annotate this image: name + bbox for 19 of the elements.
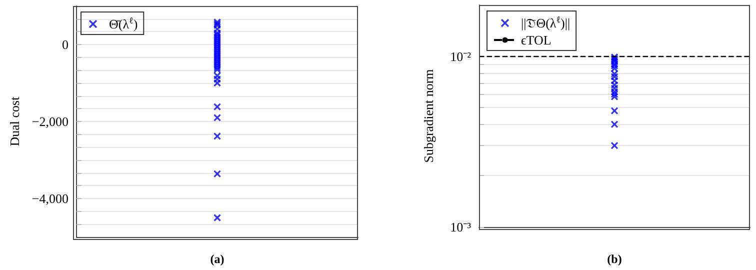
y-tick-label: 10⁻³ (450, 220, 472, 234)
point (610, 142, 618, 150)
point (213, 214, 222, 222)
y-tick-label: −4,000 (32, 191, 68, 206)
x-axis-title: (a) (210, 252, 224, 266)
point (213, 114, 222, 122)
y-axis-title: Dual cost (7, 96, 22, 146)
point (213, 132, 222, 140)
legend-label: ϵTOL (521, 32, 552, 48)
y-tick-label: −2,000 (32, 114, 68, 129)
point (213, 170, 222, 178)
x-axis-title: (b) (607, 252, 622, 266)
point (610, 120, 618, 128)
point (610, 106, 618, 115)
y-tick-label: 0 (62, 37, 68, 52)
point (213, 103, 222, 111)
y-axis-title: Subgradient norm (421, 69, 436, 163)
point (213, 75, 222, 83)
y-tick-label: 10⁻² (450, 48, 472, 64)
